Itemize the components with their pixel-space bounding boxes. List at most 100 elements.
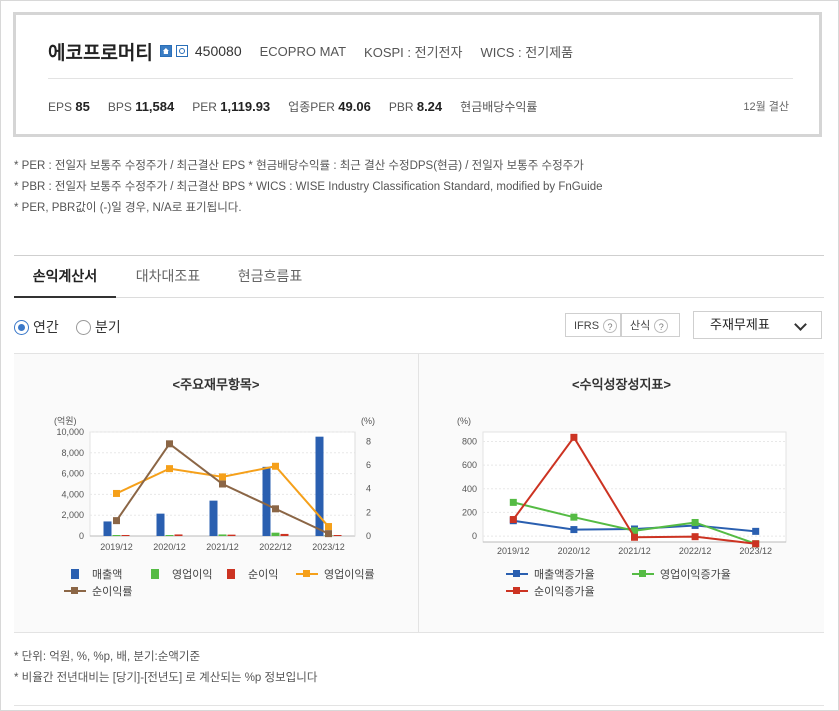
metric-bps: BPS 11,584 [107,98,175,114]
formula-label: 산식 [630,320,651,332]
metric-pbr: PBR 8.24 [388,98,443,114]
operating-profit-bar [271,532,280,536]
sales-growth-point [752,527,760,535]
x-axis-tick-label: 2019/12 [100,542,133,552]
growth-indicators-chart: 0 200 400 600 800 (%) 2019/12 2020/12 2021/12 202… [457,416,787,554]
legend-item-operating-profit: 영업이익 [144,566,212,582]
net-income-growth-point [631,533,638,541]
left-axis-tick-label: 0 [79,531,84,541]
op-profit-growth-point [570,513,578,521]
note-line: * PBR : 전일자 보통주 수정주가 / 최근결산 BPS * WICS :… [14,181,603,193]
footer-line: * 단위: 억원, %, %p, 배, 분기:순액기준 [14,651,201,663]
market-sector: KOSPI : 전기전자 [364,44,463,60]
y-axis-tick-label: 0 [472,531,477,541]
operating-margin-point [166,465,173,473]
help-icon[interactable]: ? [603,319,618,334]
right-axis-tick-label: 0 [366,531,371,541]
operating-profit-bar [112,535,121,536]
y-axis-tick-label: 200 [462,507,477,517]
legend-item-net-income: 순이익 [220,566,278,582]
net-income-bar [121,535,130,536]
sales-bar [262,466,271,536]
net-income-growth-point [691,533,699,541]
x-axis-tick-label: 2020/12 [153,542,186,552]
ifrs-help-button[interactable]: IFRS? [565,313,621,337]
x-axis-tick-label: 2023/12 [739,546,772,554]
operating-margin-point [219,473,226,481]
operating-margin-point [113,489,120,497]
legend-item-sales: 매출액 [64,566,122,582]
footer-line: * 비율간 전년대비는 [당기]-[전년도] 로 계산되는 %p 정보입니다 [14,672,318,684]
statement-tabs: 손익계산서 대차대조표 현금흐름표 [14,255,824,298]
metric-industry-per: 업종PER 49.06 [288,98,371,114]
x-axis-tick-label: 2022/12 [679,546,712,554]
y-axis-tick-label: 400 [462,484,477,494]
y-axis-tick-label: 600 [462,460,477,470]
x-axis-tick-label: 2021/12 [618,546,651,554]
sales-growth-point [570,526,578,534]
operating-profit-bar [218,534,227,536]
note-line: * PER, PBR값이 (-)일 경우, N/A로 표기됩니다. [14,202,242,214]
tab-income-statement[interactable]: 손익계산서 [14,256,116,298]
radio-annual[interactable]: 연간 [14,317,59,337]
metric-dividend-yield: 현금배당수익률 [460,99,538,114]
company-name: 에코프로머티 [48,42,153,64]
metrics-row: EPS 85 BPS 11,584 PER 1,119.93 업종PER 49.… [48,95,555,117]
legend-item-operating-margin: 영업이익률 [296,566,375,582]
x-axis-tick-label: 2023/12 [312,542,345,552]
home-icon[interactable] [159,45,172,57]
ifrs-label: IFRS [574,320,600,332]
statement-type-value: 주재무제표 [710,317,770,332]
metric-per: PER 1,119.93 [192,98,271,114]
x-axis-tick-label: 2019/12 [497,546,530,554]
radio-quarterly-circle[interactable] [76,319,91,335]
net-income-bar [174,534,183,536]
right-axis-tick-label: 4 [366,484,371,494]
left-axis-tick-label: 10,000 [56,427,84,437]
chart-title-financial: <주요재무항목> [172,377,260,392]
sales-bar [315,436,324,536]
left-axis-unit: (억원) [54,415,77,426]
op-profit-growth-point [509,498,517,506]
right-axis-tick-label: 8 [366,436,371,446]
chart-title-growth: <수익성장성지표> [572,377,671,392]
operating-margin-point [325,523,332,531]
tab-balance-sheet[interactable]: 대차대조표 [135,268,201,284]
operating-margin-point [272,462,279,470]
left-axis-tick-label: 2,000 [61,510,84,520]
y-axis-tick-label: 800 [462,436,477,446]
legend-item-net-income-growth: 순이익증가율 [506,583,595,599]
radio-quarterly-label: 분기 [95,319,121,335]
chart-controls: 연간 분기 IFRS? 산식? 주재무제표 [14,310,824,342]
statement-type-select[interactable]: 주재무제표 [693,311,822,339]
x-axis-tick-label: 2022/12 [259,542,292,552]
operating-profit-bar [165,535,174,536]
chart-divider [418,354,419,632]
formula-help-button[interactable]: 산식? [621,313,680,337]
net-income-bar [227,534,236,536]
stock-code: 450080 [194,43,242,59]
radio-quarterly[interactable]: 분기 [76,317,121,337]
company-info-box: 에코프로머티 450080 ECOPRO MAT KOSPI : 전기전자 WI… [13,12,822,137]
op-profit-growth-point [631,527,638,535]
radio-annual-circle[interactable] [14,319,29,335]
sales-bar [103,521,112,536]
net-income-bar [280,533,289,536]
legend-item-net-margin: 순이익률 [64,583,132,599]
info-divider [48,78,793,79]
radio-annual-label: 연간 [33,319,59,335]
web-icon[interactable] [175,45,188,57]
company-title-line: 에코프로머티 450080 ECOPRO MAT KOSPI : 전기전자 WI… [48,39,574,64]
footer-notes: * 단위: 억원, %, %p, 배, 분기:순액기준 * 비율간 전년대비는 … [14,647,317,689]
sales-bar [156,513,165,536]
net-margin-point [272,505,279,513]
tab-cash-flow[interactable]: 현금흐름표 [237,268,303,284]
help-icon[interactable]: ? [654,319,669,334]
wics-sector: WICS : 전기제품 [480,44,574,60]
net-income-bar [333,535,342,536]
chevron-down-icon[interactable] [794,318,807,331]
x-axis-tick-label: 2021/12 [206,542,239,552]
y-axis-unit: (%) [457,416,471,426]
x-axis-tick-label: 2020/12 [558,546,591,554]
net-income-growth-point [570,433,578,441]
